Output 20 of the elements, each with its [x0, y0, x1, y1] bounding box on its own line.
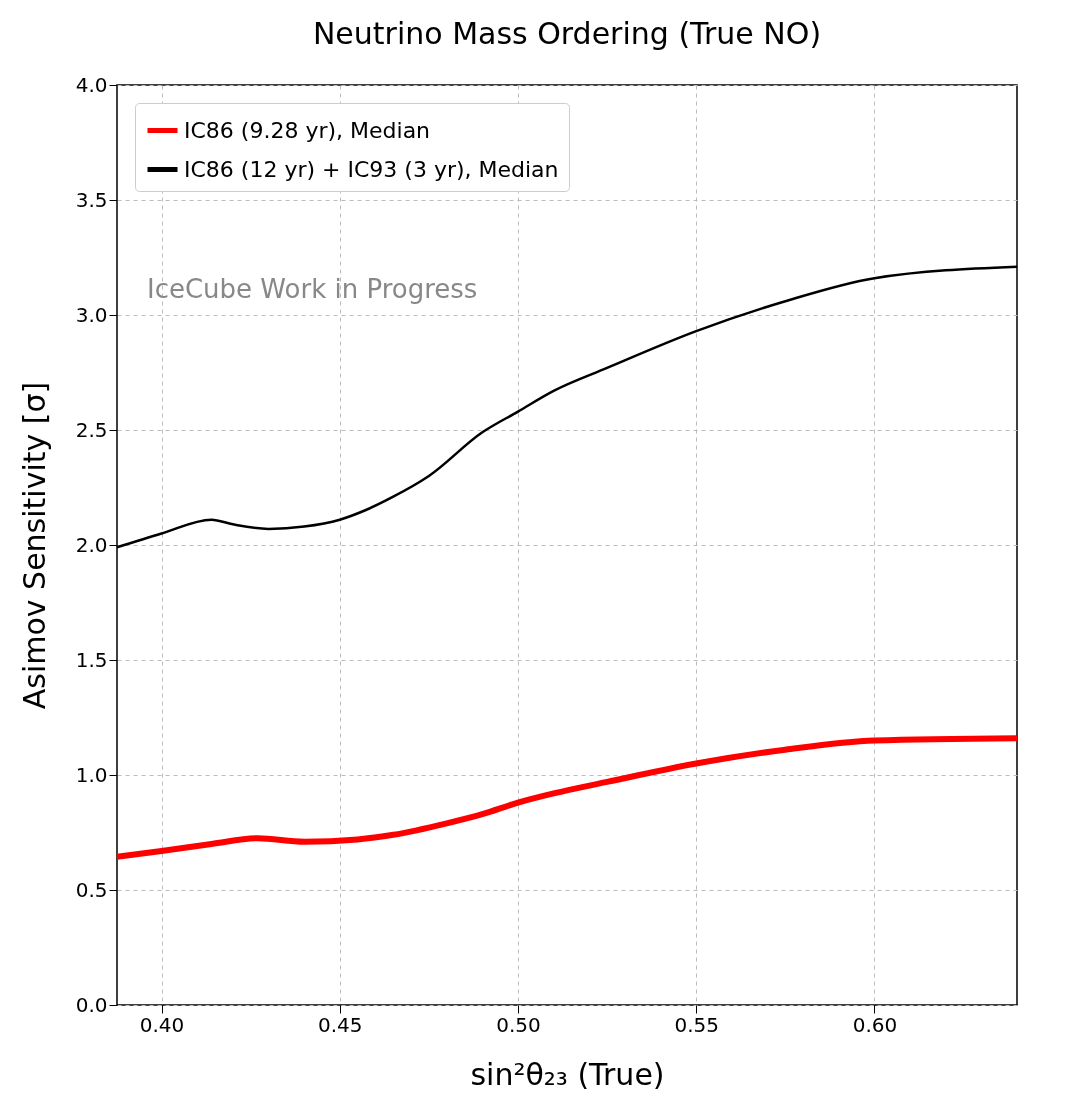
x-tick-label: 0.50	[496, 1012, 541, 1037]
y-tick-label: 1.0	[75, 762, 108, 787]
x-tick-label: 0.55	[674, 1012, 719, 1037]
y-tick-label: 1.5	[75, 647, 108, 672]
x-tick-label: 0.40	[139, 1012, 185, 1037]
y-tick-label: 3.5	[75, 187, 108, 212]
legend-label: IC86 (12 yr) + IC93 (3 yr), Median	[184, 156, 559, 182]
annotation: IceCube Work in Progress	[147, 274, 478, 304]
legend-label: IC86 (9.28 yr), Median	[184, 117, 431, 143]
y-tick-label: 3.0	[75, 302, 108, 327]
y-tick-label: 2.5	[75, 417, 108, 442]
x-tick-label: 0.60	[852, 1012, 898, 1037]
chart-title: Neutrino Mass Ordering (True NO)	[312, 16, 822, 51]
y-tick-label: 0.0	[75, 992, 108, 1017]
x-tick-label: 0.45	[318, 1012, 363, 1037]
x-axis-title: sin²θ₂₃ (True)	[470, 1056, 665, 1092]
y-tick-label: 2.0	[75, 532, 108, 557]
y-tick-label: 4.0	[75, 72, 108, 97]
y-tick-label: 0.5	[75, 877, 108, 902]
y-axis-title: Asimov Sensitivity [σ]	[16, 381, 52, 710]
